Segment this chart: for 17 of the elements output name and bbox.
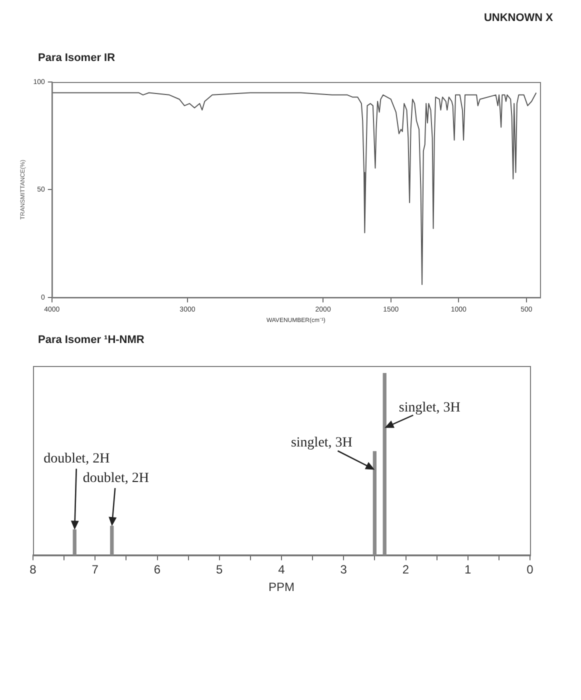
x-tick-label: 1	[464, 562, 472, 577]
x-tick-label: 8	[30, 562, 37, 577]
annotation: doublet, 2H	[44, 451, 110, 466]
x-axis-title: PPM	[268, 580, 295, 594]
chart-title: Para Isomer IR	[38, 52, 116, 64]
x-tick-label: 0	[526, 562, 534, 577]
annotation: doublet, 2H	[82, 470, 149, 486]
annotation: singlet, 3H	[290, 435, 352, 450]
x-tick-label: 7	[92, 562, 99, 577]
x-tick-label: 5	[216, 562, 224, 577]
x-tick-label: 4	[278, 562, 286, 577]
x-tick-label: 6	[154, 562, 161, 577]
chart-title: Para Isomer ¹H-NMR	[38, 334, 144, 346]
annotation: singlet, 3H	[398, 400, 460, 416]
x-tick-label: 2	[402, 562, 410, 577]
text: UNKNOWN X	[484, 12, 553, 24]
x-tick-label: 3	[340, 562, 348, 577]
